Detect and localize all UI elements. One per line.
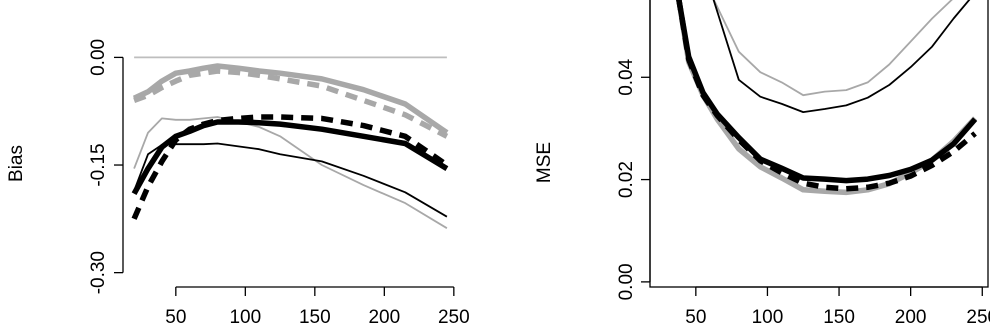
series-thin-black-solid [133,142,448,218]
series-group [131,56,449,229]
bias-panel: -0.30 -0.15 0.00 50 100 150 200 250 Bias [6,39,470,328]
y-axis-title: Bias [6,145,27,182]
x-tick-label: 50 [685,307,706,328]
y-tick-label: 0.00 [616,263,637,300]
plot-frame [649,0,989,288]
series-thick-black-dashed [676,0,977,192]
series-thin-black-solid [712,0,971,113]
x-tick-label: 250 [966,307,990,328]
x-tick-label: 200 [895,307,927,328]
series-thick-grey-dashed [133,68,449,139]
y-tick-label: 0.02 [616,161,637,198]
series-thick-black-dashed [131,114,449,220]
y-tick-label: 0.00 [88,39,109,76]
y-tick-label: 0.04 [616,58,637,95]
series-thick-black-solid [676,0,978,184]
series-thick-grey-solid [132,63,449,135]
mse-panel: 0.00 0.02 0.04 50 100 150 200 250 MSE [534,0,990,328]
x-tick-label: 100 [229,307,261,328]
y-tick-label: -0.15 [88,143,109,186]
y-axis-title: MSE [534,142,555,183]
x-tick-label: 150 [299,307,331,328]
x-tick-label: 100 [752,307,784,328]
y-tick-label: -0.30 [88,251,109,294]
x-tick-label: 200 [368,307,400,328]
x-tick-label: 250 [438,307,470,328]
series-group [676,0,978,196]
x-tick-label: 50 [165,307,186,328]
x-tick-label: 150 [823,307,855,328]
series-thin-grey-solid [712,0,953,97]
